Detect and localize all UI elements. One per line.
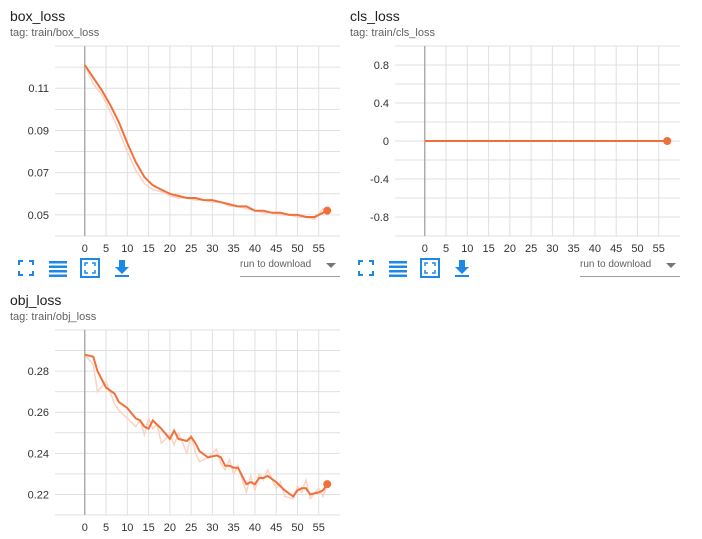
x-tick-label: 30 (206, 522, 218, 534)
x-tick-label: 0 (82, 243, 88, 255)
fit-domain-icon[interactable] (80, 258, 100, 278)
x-tick-label: 45 (270, 522, 282, 534)
chart-card-cls-loss: cls_loss tag: train/cls_loss -0.8 -0.4 0 0.… (350, 8, 680, 283)
x-tick-label: 20 (164, 522, 176, 534)
x-tick-label: 20 (164, 243, 176, 255)
x-tick-label: 55 (313, 243, 325, 255)
x-tick-label: 20 (504, 243, 516, 255)
last-point-marker (663, 137, 672, 145)
x-tick-label: 30 (546, 243, 558, 255)
chart-card-obj-loss: obj_loss tag: train/obj_loss 0.22 0.24 0.2… (10, 292, 340, 537)
fit-domain-icon[interactable] (420, 258, 440, 278)
x-tick-label: 50 (291, 243, 303, 255)
x-tick-label: 50 (291, 522, 303, 534)
x-tick-label: 40 (589, 243, 601, 255)
y-tick-label: 0.07 (28, 168, 49, 180)
chart-title: obj_loss (10, 292, 62, 308)
y-tick-label: 0.11 (28, 83, 49, 95)
run-select-label: run to download (240, 259, 312, 270)
x-tick-label: 50 (631, 243, 643, 255)
x-tick-label: 15 (482, 243, 494, 255)
x-tick-label: 40 (249, 243, 261, 255)
data-table-icon[interactable] (388, 258, 408, 278)
fullscreen-icon[interactable] (16, 258, 36, 278)
smoothed-series-line (83, 64, 328, 218)
y-tick-label: 0.26 (28, 407, 49, 419)
grid (55, 329, 340, 516)
chevron-down-icon (666, 263, 676, 268)
x-tick-label: 45 (610, 243, 622, 255)
x-tick-label: 5 (103, 243, 109, 255)
chart-tag: tag: train/cls_loss (350, 27, 435, 39)
x-tick-label: 55 (313, 522, 325, 534)
x-tick-label: 25 (525, 243, 537, 255)
last-point-marker (323, 480, 332, 489)
run-select-label: run to download (580, 259, 652, 270)
chart-plot[interactable]: 0.05 0.07 0.09 0.11 0 5 10 15 20 25 30 35 40 45 50 55 (10, 45, 340, 258)
x-tick-label: 10 (121, 522, 133, 534)
y-tick-label: 0.8 (374, 60, 389, 72)
run-to-download-select[interactable]: run to download (240, 258, 340, 277)
raw-series-line (84, 354, 328, 501)
x-tick-label: 55 (653, 243, 665, 255)
y-tick-label: 0.28 (28, 366, 49, 378)
chart-card-box-loss: box_loss tag: train/box_loss 0.05 0.07 0.0… (10, 8, 340, 283)
chart-plot[interactable]: 0.22 0.24 0.26 0.28 0 5 10 15 20 25 30 35 40 45 50 55 (10, 329, 340, 537)
y-tick-label: 0.09 (28, 125, 49, 137)
x-tick-label: 0 (82, 522, 88, 534)
y-tick-label: -0.4 (370, 174, 389, 186)
chart-title: cls_loss (350, 8, 400, 24)
x-tick-label: 25 (185, 522, 197, 534)
download-icon[interactable] (452, 258, 472, 278)
y-tick-label: 0.05 (28, 210, 49, 222)
x-tick-label: 10 (461, 243, 473, 255)
x-tick-label: 5 (443, 243, 449, 255)
y-tick-label: 0.22 (28, 489, 49, 501)
x-tick-label: 35 (228, 243, 240, 255)
last-point-marker (323, 206, 332, 215)
chart-plot[interactable]: -0.8 -0.4 0 0.4 0.8 0 5 10 15 20 25 30 35 40 45 50 55 (350, 45, 680, 258)
y-tick-label: 0.4 (374, 98, 389, 110)
fullscreen-icon[interactable] (356, 258, 376, 278)
x-tick-label: 35 (228, 522, 240, 534)
x-tick-label: 0 (422, 243, 428, 255)
x-tick-label: 15 (142, 243, 154, 255)
x-tick-label: 40 (249, 522, 261, 534)
download-icon[interactable] (112, 258, 132, 278)
y-tick-label: 0.24 (28, 448, 49, 460)
x-tick-label: 15 (142, 522, 154, 534)
x-tick-label: 30 (206, 243, 218, 255)
x-tick-label: 25 (185, 243, 197, 255)
smoothed-series-line (84, 353, 329, 498)
y-tick-label: -0.8 (370, 212, 389, 224)
x-tick-label: 45 (270, 243, 282, 255)
chart-title: box_loss (10, 8, 66, 24)
chart-tag: tag: train/box_loss (10, 27, 100, 39)
chart-tag: tag: train/obj_loss (10, 311, 97, 323)
data-table-icon[interactable] (48, 258, 68, 278)
x-tick-label: 5 (103, 522, 109, 534)
chevron-down-icon (326, 263, 336, 268)
run-to-download-select[interactable]: run to download (580, 258, 680, 277)
y-tick-label: 0 (383, 136, 389, 148)
x-tick-label: 35 (568, 243, 580, 255)
x-tick-label: 10 (121, 243, 133, 255)
grid (55, 45, 340, 237)
